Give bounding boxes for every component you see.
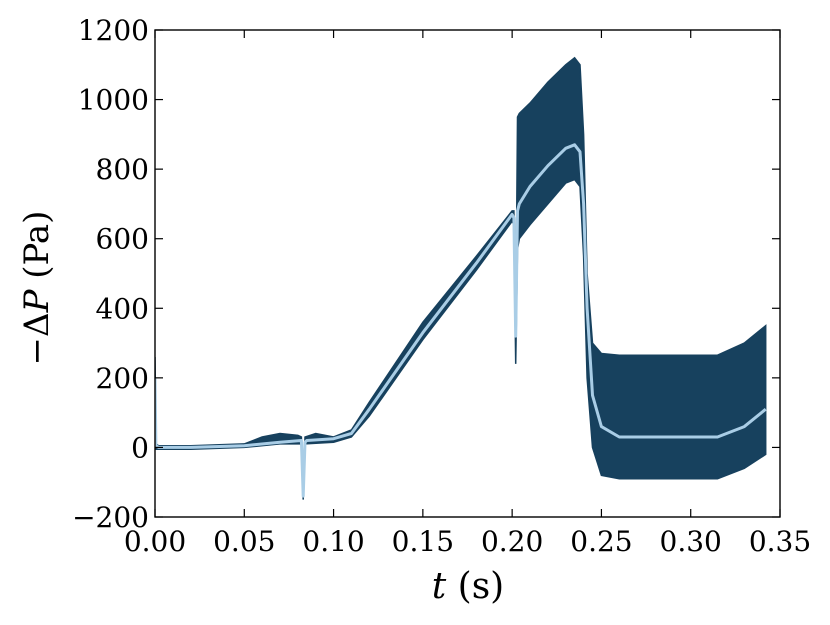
y-tick-label: 1000 (78, 84, 149, 117)
x-tick-label: 0.25 (570, 525, 632, 558)
x-tick-label: 0.20 (481, 525, 543, 558)
y-tick-label: 1200 (78, 14, 149, 47)
y-axis-label: −ΔP (Pa) (17, 211, 57, 366)
axis-ticks: 0.00 0.05 0.10 0.15 0.20 0.25 0.30 0.35 −200 0 200… (72, 14, 811, 558)
y-axis-label-unit: (Pa) (17, 211, 57, 290)
x-tick-label: 0.15 (392, 525, 454, 558)
y-axis-label-prefix: −Δ (17, 312, 57, 365)
x-tick-label: 0.35 (749, 525, 811, 558)
y-tick-label: 600 (96, 223, 149, 256)
x-tick-label: 0.00 (124, 525, 186, 558)
y-tick-label: −200 (72, 501, 149, 534)
y-tick-label: 800 (96, 153, 149, 186)
y-tick-label: 200 (96, 362, 149, 395)
x-axis-label: t (s) (432, 566, 504, 607)
mean-line (155, 143, 767, 498)
x-tick-label: 0.30 (660, 525, 722, 558)
x-tick-label: 0.05 (213, 525, 275, 558)
y-tick-label: 400 (96, 292, 149, 325)
plot-area (155, 56, 767, 500)
x-axis-label-unit: (s) (446, 566, 504, 607)
envelope-band (155, 56, 767, 500)
y-axis-label-var: P (17, 288, 57, 313)
x-tick-label: 0.10 (302, 525, 364, 558)
axes-frame (154, 29, 781, 518)
y-tick-label: 0 (131, 431, 149, 464)
x-axis-label-var: t (432, 566, 447, 607)
